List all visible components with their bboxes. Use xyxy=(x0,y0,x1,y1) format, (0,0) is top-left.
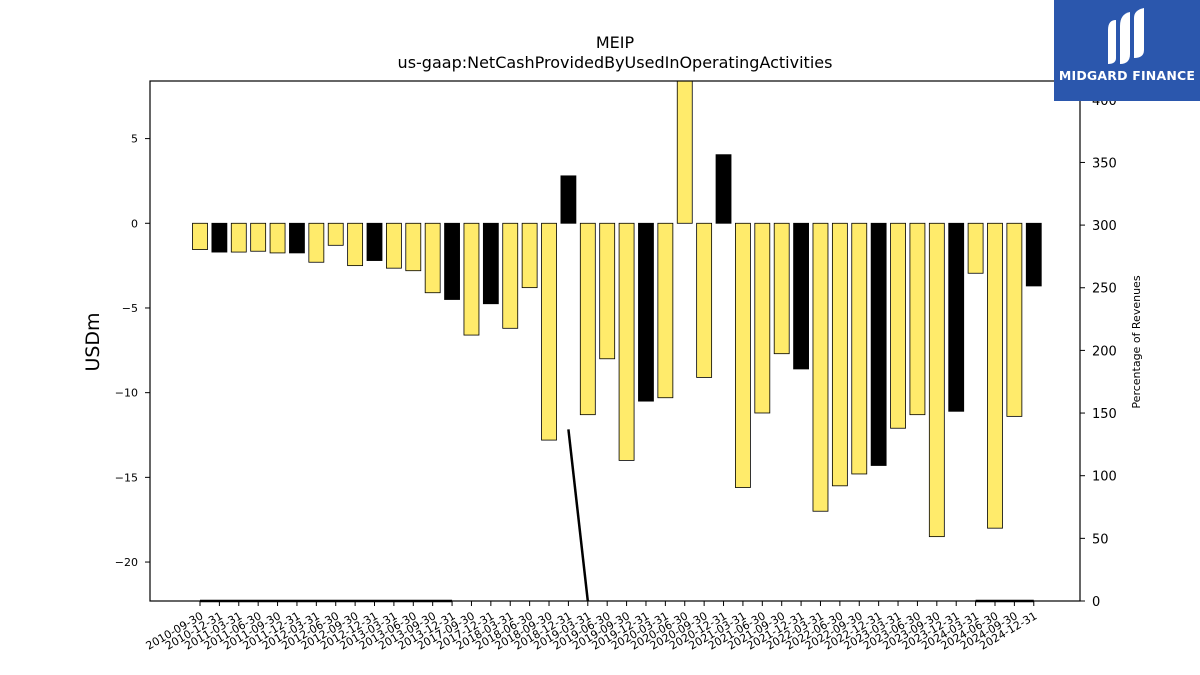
plot-frame xyxy=(149,80,1081,602)
chart-title: MEIP xyxy=(596,33,635,52)
bar xyxy=(812,222,829,512)
bar xyxy=(987,222,1003,529)
bar xyxy=(696,222,713,378)
y2-tick-label: 250 xyxy=(1092,282,1117,297)
bar xyxy=(541,222,557,441)
y-tick-label: −10 xyxy=(115,387,138,400)
bar xyxy=(327,222,344,246)
y-tick-label: −15 xyxy=(115,471,138,484)
bar xyxy=(250,222,267,252)
bar xyxy=(444,222,460,300)
bar xyxy=(890,222,906,429)
y-axis-label: USDm xyxy=(82,312,104,371)
bar xyxy=(405,222,422,272)
y-tick-label: −5 xyxy=(122,302,138,315)
chart-subtitle: us-gaap:NetCashProvidedByUsedInOperating… xyxy=(398,53,833,72)
bar xyxy=(230,222,247,253)
bar xyxy=(424,222,441,294)
bar xyxy=(482,222,499,305)
bar xyxy=(560,175,577,224)
bar xyxy=(1006,222,1023,417)
bar xyxy=(192,222,208,250)
bar xyxy=(831,222,848,487)
y2-tick-label: 300 xyxy=(1092,219,1117,234)
y2-tick-label: 200 xyxy=(1092,344,1117,359)
y2-tick-label: 150 xyxy=(1092,407,1117,422)
bar xyxy=(715,154,732,224)
bar xyxy=(909,222,926,416)
bar xyxy=(676,80,693,224)
bar xyxy=(773,222,790,355)
axes-group: 50−5−10−15−20050100150200250300350400201… xyxy=(115,80,1117,653)
y-tick-label: 0 xyxy=(131,217,138,230)
bar xyxy=(638,222,654,402)
line-group xyxy=(200,429,1034,603)
bar xyxy=(385,222,402,269)
bar xyxy=(1025,222,1042,287)
bar xyxy=(793,222,809,370)
bar xyxy=(502,222,519,329)
y2-tick-label: 350 xyxy=(1092,156,1117,171)
bar xyxy=(851,222,868,475)
bar xyxy=(599,222,616,360)
bar xyxy=(754,222,771,414)
bar xyxy=(735,222,751,488)
y2-tick-label: 100 xyxy=(1092,470,1117,485)
bars-group xyxy=(192,80,1042,538)
bar xyxy=(308,222,325,263)
bar xyxy=(366,222,383,261)
pct-revenue-line xyxy=(567,429,590,602)
midgard-finance-logo: MIDGARD FINANCE xyxy=(1054,0,1200,101)
bar xyxy=(463,222,480,336)
bar xyxy=(870,222,887,466)
bar xyxy=(521,222,538,289)
y2-tick-label: 50 xyxy=(1092,532,1109,547)
bar xyxy=(657,222,674,399)
y2-tick-label: 0 xyxy=(1092,595,1100,610)
bar xyxy=(928,222,945,538)
midgard-logo-mark-icon xyxy=(1108,8,1144,64)
bar xyxy=(347,222,364,267)
logo-text: MIDGARD FINANCE xyxy=(1058,68,1196,83)
bar xyxy=(967,222,984,274)
bar xyxy=(211,222,228,253)
y-tick-label: −20 xyxy=(115,556,138,569)
bar xyxy=(289,222,305,254)
bar xyxy=(269,222,286,254)
bar xyxy=(579,222,596,416)
y-tick-label: 5 xyxy=(131,133,138,146)
y2-axis-label: Percentage of Revenues xyxy=(1130,275,1143,408)
bar xyxy=(948,222,965,412)
bar xyxy=(618,222,635,461)
